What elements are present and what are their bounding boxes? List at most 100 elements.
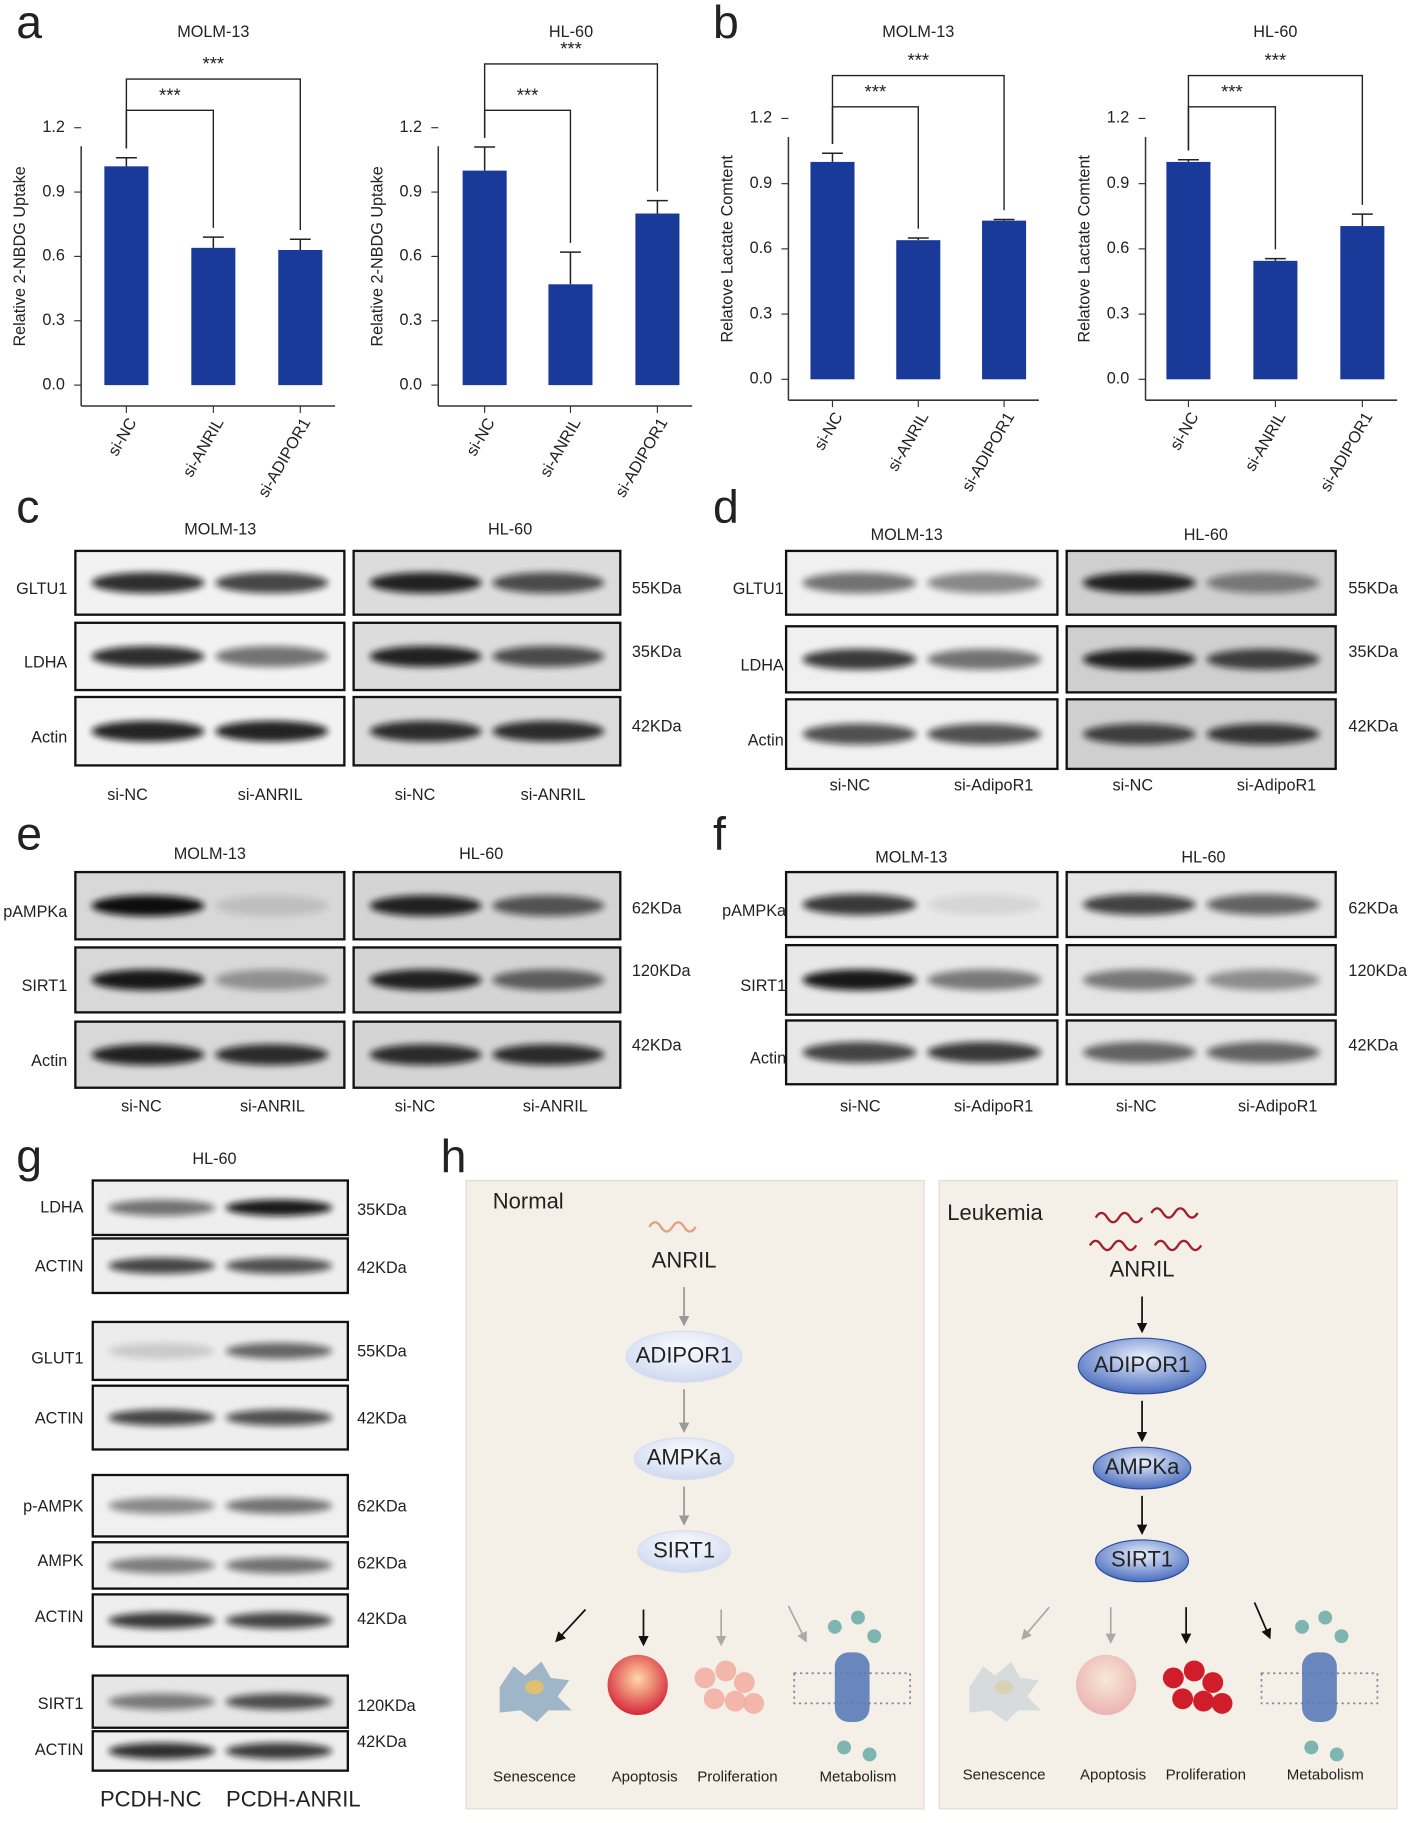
band [225, 1497, 333, 1514]
band [1206, 894, 1320, 915]
metabolite [827, 1619, 842, 1634]
significance-bracket [483, 63, 659, 192]
band [1082, 1041, 1196, 1063]
lane-label: si-NC [840, 1098, 881, 1116]
band [802, 1041, 917, 1063]
band [927, 723, 1042, 745]
row-label: pAMPKa [3, 903, 68, 921]
size-label: 120KDa [632, 962, 692, 980]
chart-title: HL-60 [549, 23, 593, 41]
proliferating-cell [1162, 1667, 1184, 1689]
band [215, 645, 329, 667]
node-label: SIRT1 [1111, 1547, 1173, 1572]
node [633, 1437, 735, 1481]
significance-label: *** [560, 38, 582, 59]
x-tick-label: si-ANRIL [1241, 409, 1289, 474]
band [1206, 648, 1320, 670]
band [91, 1044, 205, 1066]
arrow [1253, 1602, 1272, 1640]
rna-wave [1153, 1239, 1203, 1252]
panel-label: b [713, 0, 739, 48]
metabolite [1334, 1629, 1349, 1644]
band [91, 969, 205, 991]
row-label: GLTU1 [733, 580, 784, 598]
band [108, 1557, 215, 1574]
significance-label: *** [517, 84, 539, 105]
outcome-label: Proliferation [697, 1769, 777, 1786]
y-axis-label: Relative 2-NBDG Uptake [11, 166, 29, 346]
size-label: 55KDa [632, 579, 683, 597]
row-label: Actin [31, 728, 67, 746]
panel-label: d [713, 481, 739, 533]
y-tick-label: 0.6 [750, 239, 773, 257]
metabolite [1295, 1619, 1310, 1634]
node [625, 1330, 743, 1383]
y-tick-label: 0.9 [750, 174, 773, 192]
band [369, 720, 482, 742]
size-label: 55KDa [1348, 579, 1399, 597]
panel-label: g [16, 1130, 42, 1182]
band [1082, 894, 1196, 915]
transporter [1302, 1652, 1337, 1722]
lane-label: si-ANRIL [238, 786, 303, 804]
band [492, 645, 605, 667]
band [927, 648, 1042, 670]
bar [104, 166, 149, 386]
band [369, 572, 482, 594]
x-tick-label: si-ADIPOR1 [255, 415, 315, 500]
panel-label: a [16, 0, 42, 48]
band [108, 1257, 215, 1274]
outcome-label: Senescence [963, 1766, 1046, 1783]
blot-header: MOLM-13 [184, 520, 256, 538]
x-tick-label: si-ANRIL [537, 415, 585, 480]
y-tick-label: 0.3 [399, 311, 422, 329]
band [927, 1041, 1042, 1063]
y-tick-label: 0.0 [750, 370, 773, 388]
blot-header: MOLM-13 [174, 845, 246, 863]
node [1077, 1337, 1207, 1395]
rna-wave [648, 1221, 697, 1233]
size-label: 42KDa [357, 1410, 408, 1428]
band [927, 894, 1042, 915]
row-label: LDHA [741, 657, 784, 675]
lane-label: si-NC [395, 786, 436, 804]
band [1082, 723, 1196, 745]
row-label: ACTIN [35, 1608, 84, 1626]
error-bar [1351, 213, 1373, 227]
outcome-label: Proliferation [1166, 1766, 1246, 1783]
error-bar [993, 218, 1015, 221]
error-bar [202, 236, 224, 248]
proliferating-cell [733, 1672, 755, 1693]
band [1206, 723, 1320, 745]
y-tick-label: 0.9 [399, 182, 422, 200]
size-label: 62KDa [357, 1498, 408, 1516]
band [225, 1693, 333, 1710]
band [492, 572, 605, 594]
bar [982, 220, 1027, 380]
significance-label: *** [1265, 50, 1287, 71]
proliferating-cell [724, 1690, 746, 1712]
lane-label: si-AdipoR1 [1237, 777, 1316, 795]
band [369, 645, 482, 667]
proliferating-cell [1172, 1688, 1194, 1710]
rna-wave [1088, 1239, 1138, 1252]
proliferating-cell [1193, 1690, 1214, 1712]
lane-label: si-ANRIL [521, 786, 586, 804]
arrow [787, 1605, 807, 1643]
lane-label: si-NC [395, 1098, 436, 1116]
x-tick-label: si-ADIPOR1 [612, 415, 672, 500]
metabolite [862, 1747, 877, 1762]
band [1082, 648, 1196, 670]
row-label: GLUT1 [31, 1349, 83, 1367]
band [492, 895, 605, 917]
band [1206, 969, 1320, 991]
metabolite [1318, 1610, 1333, 1625]
band [108, 1497, 215, 1514]
error-bar [560, 251, 581, 285]
blot-header: HL-60 [459, 845, 503, 863]
band [215, 572, 329, 594]
senescent-cell [969, 1661, 1042, 1722]
y-tick-label: 0.0 [399, 375, 422, 393]
row-label: ACTIN [35, 1410, 84, 1428]
band [91, 720, 205, 742]
